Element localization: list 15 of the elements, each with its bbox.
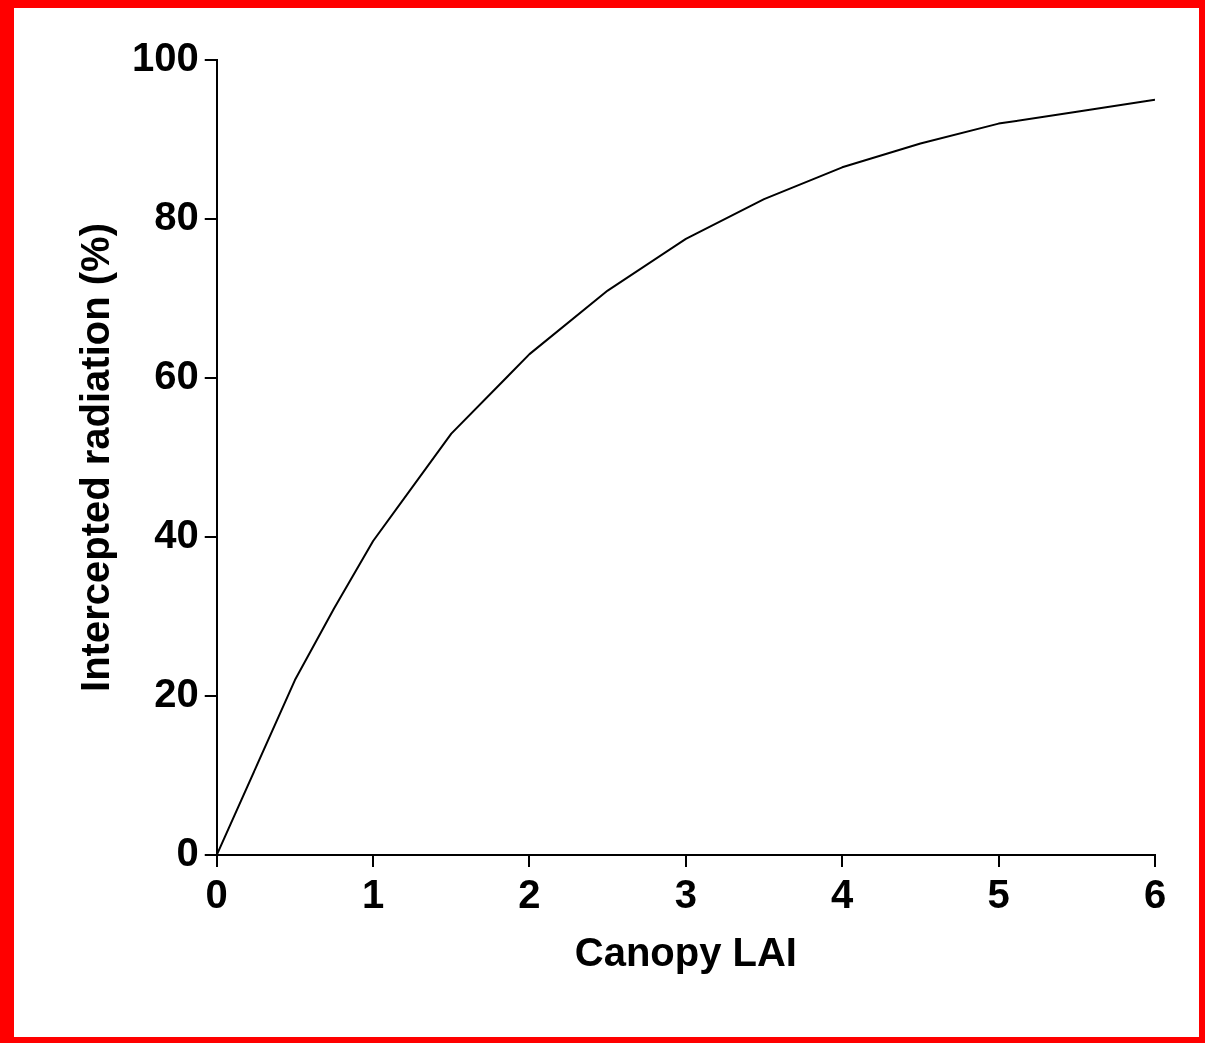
x-tick-label: 1 [361, 872, 385, 917]
y-tick-label: 100 [131, 35, 199, 80]
y-tick-label: 80 [154, 194, 199, 239]
y-tick-label: 0 [176, 830, 199, 875]
y-tick-label: 60 [154, 353, 199, 398]
x-tick-label: 2 [518, 872, 541, 917]
x-tick-label: 4 [831, 872, 855, 917]
y-tick-label: 20 [154, 671, 199, 716]
x-tick-label: 0 [205, 872, 228, 917]
x-tick-label: 5 [987, 872, 1010, 917]
y-axis-title: Intercepted radiation (%) [73, 223, 118, 692]
x-axis-title: Canopy LAI [574, 930, 797, 975]
y-tick-label: 40 [154, 512, 199, 557]
x-tick-label: 3 [674, 872, 697, 917]
x-tick-label: 6 [1143, 872, 1167, 917]
